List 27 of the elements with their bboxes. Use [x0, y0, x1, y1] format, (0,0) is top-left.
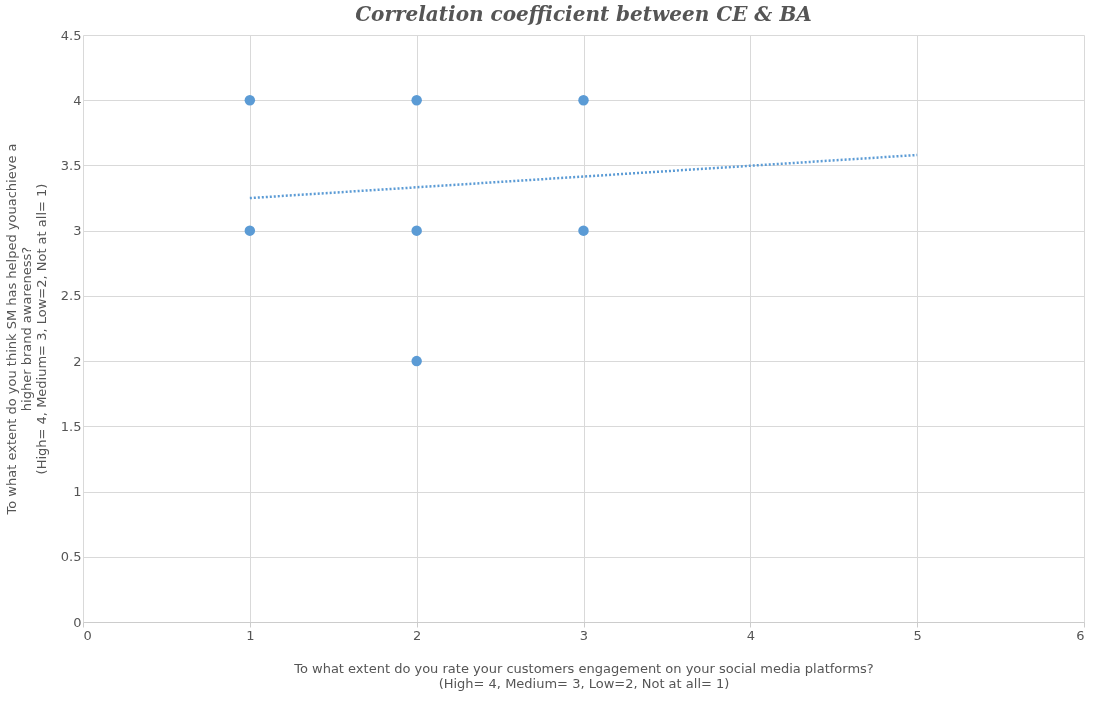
point: [244, 225, 256, 236]
y-tick-label: 3: [73, 223, 82, 239]
x-tick-label: 1: [246, 627, 255, 643]
point: [411, 94, 422, 106]
x-tick-label: 2: [413, 627, 422, 643]
y-tick-label: 2.5: [60, 288, 82, 304]
point: [244, 94, 256, 106]
x-tick-label: 3: [579, 627, 589, 643]
y-tick-label: 1.5: [60, 418, 82, 434]
point: [578, 225, 589, 236]
point: [411, 225, 422, 236]
y-tick-label: 3.5: [60, 157, 82, 173]
y-tick-label: 4: [73, 92, 82, 108]
point: [411, 355, 422, 367]
y-tick-label: 2: [73, 353, 82, 369]
y-tick-label: 0.5: [60, 549, 82, 565]
point: [578, 94, 589, 106]
y-tick-label: 0: [73, 614, 82, 630]
x-tick-label: 5: [913, 627, 922, 643]
x-tick-label: 4: [746, 627, 755, 643]
y-tick-label: 1: [73, 484, 82, 500]
chart-title: Correlation coefficient between CE & BA: [355, 2, 812, 26]
y-tick-label: 4.5: [60, 27, 82, 43]
x-tick-label: 0: [83, 627, 92, 643]
x-axis-title: To what extent do you rate your customers engagement on your social media platforms? (High= 4, Medium= 3, Low=2, Not at all= 1): [293, 660, 874, 691]
x-tick-label: 6: [1076, 627, 1085, 643]
y-axis-title: To what extent do you think SM has helped youachieve a higher brand awareness? (High= 4, Medium= 3, Low=2, Not at all= 1): [3, 143, 49, 516]
